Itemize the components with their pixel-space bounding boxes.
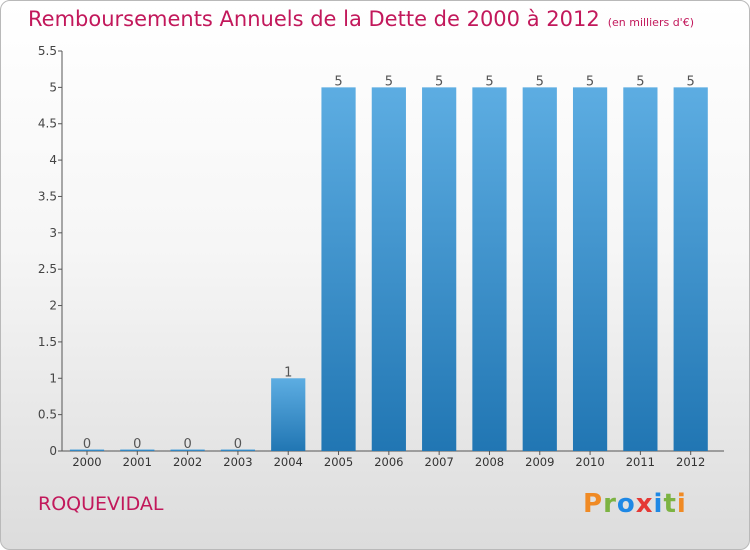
y-tick-label: 5 <box>49 80 57 94</box>
data-label: 5 <box>586 74 594 89</box>
data-label: 0 <box>183 437 191 452</box>
x-tick-label: 2001 <box>123 455 152 469</box>
x-tick-label: 2009 <box>525 455 554 469</box>
x-tick-label: 2008 <box>475 455 504 469</box>
y-tick-label: 1.5 <box>38 335 57 349</box>
y-tick-label: 0.5 <box>38 408 57 422</box>
proxiti-logo: Proxiti <box>583 489 687 519</box>
data-label: 5 <box>334 74 342 89</box>
y-tick-label: 1 <box>49 371 57 385</box>
x-tick-label: 2004 <box>274 455 303 469</box>
bar <box>271 378 306 451</box>
x-tick-label: 2011 <box>626 455 655 469</box>
x-tick-label: 2003 <box>223 455 252 469</box>
bar <box>522 87 557 451</box>
y-tick-label: 3.5 <box>38 189 57 203</box>
x-tick-label: 2000 <box>72 455 101 469</box>
data-label: 5 <box>385 74 393 89</box>
y-tick-label: 4.5 <box>38 117 57 131</box>
bar <box>623 87 658 451</box>
logo-letter: o <box>616 489 636 519</box>
data-label: 1 <box>284 365 292 380</box>
bar <box>170 449 205 451</box>
x-tick-label: 2010 <box>575 455 604 469</box>
bar <box>321 87 356 451</box>
bar <box>422 87 457 451</box>
data-label: 5 <box>485 74 493 89</box>
data-label: 5 <box>636 74 644 89</box>
data-label: 0 <box>133 437 141 452</box>
bar <box>69 449 105 451</box>
y-tick-label: 4 <box>49 153 57 167</box>
y-tick-label: 2.5 <box>38 262 57 276</box>
data-label: 0 <box>83 437 91 452</box>
bar <box>673 87 708 451</box>
x-tick-label: 2002 <box>173 455 202 469</box>
data-label: 5 <box>687 74 695 89</box>
data-label: 5 <box>536 74 544 89</box>
bar <box>120 449 155 451</box>
location-name: ROQUEVIDAL <box>38 493 164 515</box>
data-label: 0 <box>234 437 242 452</box>
data-label: 5 <box>435 74 443 89</box>
logo-letter: x <box>635 489 654 519</box>
bar <box>220 449 256 451</box>
y-tick-label: 0 <box>49 444 57 458</box>
y-tick-label: 5.5 <box>38 44 57 58</box>
logo-letter: i <box>653 489 664 519</box>
logo-letter: P <box>583 489 604 519</box>
y-tick-label: 2 <box>49 299 57 313</box>
x-tick-label: 2005 <box>324 455 353 469</box>
logo-letter: t <box>663 489 677 519</box>
bar <box>572 87 608 451</box>
logo-letter: r <box>603 489 617 519</box>
bar <box>371 87 406 451</box>
chart-title-text: Remboursements Annuels de la Dette de 20… <box>28 7 600 31</box>
logo-letter: i <box>676 489 687 519</box>
bar <box>472 87 507 451</box>
chart-title: Remboursements Annuels de la Dette de 20… <box>28 7 694 31</box>
y-tick-label: 3 <box>49 226 57 240</box>
x-tick-label: 2007 <box>425 455 454 469</box>
x-tick-label: 2006 <box>374 455 403 469</box>
chart-unit: (en milliers d'€) <box>607 16 694 29</box>
x-tick-label: 2012 <box>676 455 705 469</box>
